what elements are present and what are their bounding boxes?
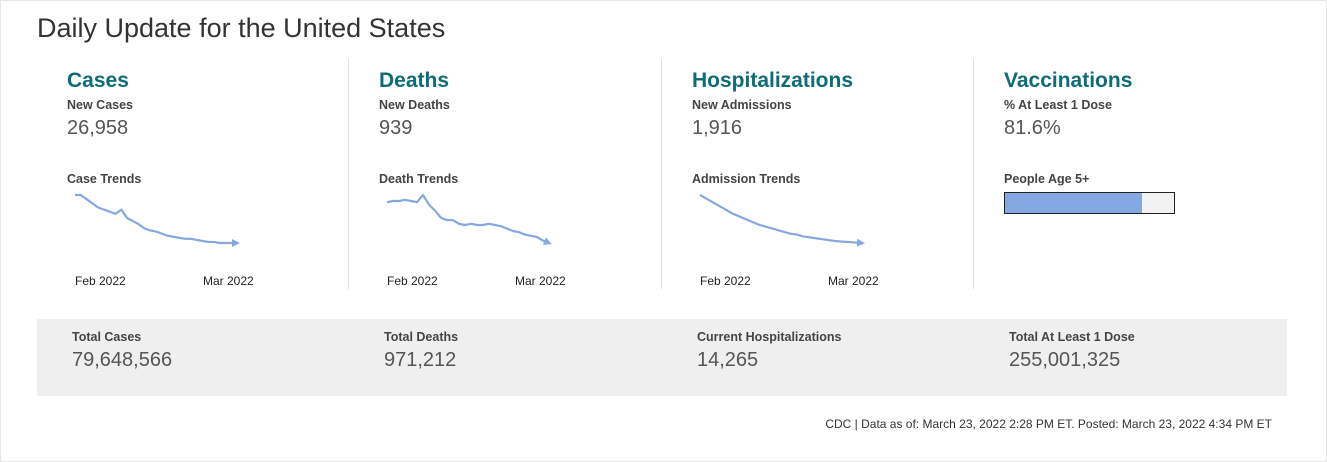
totals-summary-band: Total Cases 79,648,566 Total Deaths 971,… — [37, 319, 1287, 396]
at-least-one-dose-label: % At Least 1 Dose — [1004, 98, 1112, 112]
death-trends-label: Death Trends — [379, 172, 459, 186]
death-trend-arrowhead — [542, 237, 552, 245]
new-cases-label: New Cases — [67, 98, 134, 112]
x-tick-feb-2022: Feb 2022 — [75, 274, 126, 288]
new-admissions-label: New Admissions — [692, 98, 792, 112]
deaths-panel: Deaths New Deaths 939 Death Trends Feb 2… — [348, 59, 661, 289]
death-trends-sparkline — [386, 193, 552, 245]
case-trend-arrowhead — [232, 239, 240, 247]
people-age-5-plus-label: People Age 5+ — [1004, 172, 1090, 186]
x-tick-feb-2022: Feb 2022 — [387, 274, 438, 288]
total-deaths-value: 971,212 — [384, 349, 457, 371]
vaccination-progress-fill — [1005, 193, 1142, 213]
case-trends-label: Case Trends — [67, 172, 142, 186]
new-cases-value: 26,958 — [67, 117, 129, 139]
death-trend-line — [386, 193, 550, 245]
case-trends-sparkline — [75, 193, 240, 247]
vaccinations-panel: Vaccinations % At Least 1 Dose 81.6% Peo… — [973, 59, 1286, 289]
x-tick-feb-2022: Feb 2022 — [700, 274, 751, 288]
new-admissions-value: 1,916 — [692, 117, 743, 139]
hospitalizations-panel: Hospitalizations New Admissions 1,916 Ad… — [661, 59, 974, 289]
hospitalizations-heading[interactable]: Hospitalizations — [692, 69, 854, 92]
new-deaths-label: New Deaths — [379, 98, 450, 112]
current-hospitalizations-value: 14,265 — [697, 349, 759, 371]
case-trend-line — [75, 193, 237, 245]
admission-trends-sparkline — [699, 194, 865, 247]
total-deaths-label: Total Deaths — [384, 330, 459, 344]
data-source-footnote: CDC | Data as of: March 23, 2022 2:28 PM… — [825, 417, 1272, 431]
page-title: Daily Update for the United States — [37, 13, 446, 43]
vaccinations-heading[interactable]: Vaccinations — [1004, 69, 1133, 92]
admission-trend-line — [699, 194, 863, 245]
total-cases-value: 79,648,566 — [72, 349, 173, 371]
new-deaths-value: 939 — [379, 117, 413, 139]
at-least-one-dose-value: 81.6% — [1004, 117, 1061, 139]
x-tick-mar-2022: Mar 2022 — [515, 274, 566, 288]
cases-heading[interactable]: Cases — [67, 69, 129, 92]
vaccination-progress-bar — [1004, 192, 1175, 214]
total-cases-label: Total Cases — [72, 330, 142, 344]
admission-trend-arrowhead — [856, 238, 865, 247]
x-tick-mar-2022: Mar 2022 — [203, 274, 254, 288]
current-hospitalizations-label: Current Hospitalizations — [697, 330, 842, 344]
x-tick-mar-2022: Mar 2022 — [828, 274, 879, 288]
total-at-least-one-dose-label: Total At Least 1 Dose — [1009, 330, 1135, 344]
admission-trends-label: Admission Trends — [692, 172, 801, 186]
deaths-heading[interactable]: Deaths — [379, 69, 450, 92]
total-at-least-one-dose-value: 255,001,325 — [1009, 349, 1121, 371]
cases-panel: Cases New Cases 26,958 Case Trends Feb 2… — [37, 59, 349, 289]
